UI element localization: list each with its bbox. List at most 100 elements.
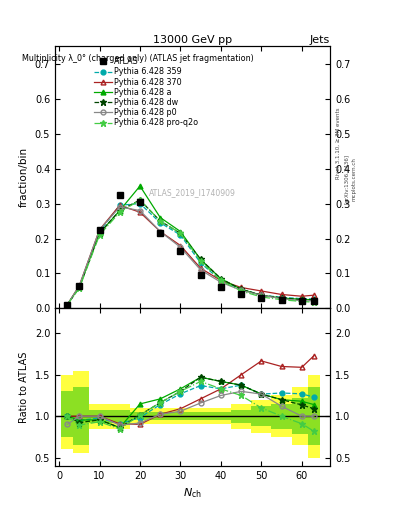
Legend: ATLAS, Pythia 6.428 359, Pythia 6.428 370, Pythia 6.428 a, Pythia 6.428 dw, Pyth: ATLAS, Pythia 6.428 359, Pythia 6.428 37… — [91, 54, 202, 131]
Pythia 6.428 359 — [219, 278, 223, 284]
Pythia 6.428 a — [299, 296, 304, 303]
Pythia 6.428 359 — [118, 202, 122, 208]
Pythia 6.428 p0 — [219, 279, 223, 285]
X-axis label: $N_{\rm{ch}}$: $N_{\rm{ch}}$ — [183, 486, 202, 500]
Pythia 6.428 370 — [97, 227, 102, 233]
Pythia 6.428 p0 — [138, 207, 142, 214]
ATLAS — [118, 191, 122, 198]
Pythia 6.428 359 — [158, 220, 163, 226]
ATLAS — [299, 297, 304, 304]
Text: mcplots.cern.ch: mcplots.cern.ch — [352, 157, 357, 201]
Pythia 6.428 dw — [198, 257, 203, 263]
Pythia 6.428 pro-q2o — [279, 296, 284, 303]
Pythia 6.428 p0 — [239, 287, 244, 293]
Pythia 6.428 a — [77, 284, 82, 290]
Pythia 6.428 a — [198, 257, 203, 263]
Line: Pythia 6.428 dw: Pythia 6.428 dw — [64, 197, 317, 308]
Pythia 6.428 370 — [279, 291, 284, 297]
Pythia 6.428 370 — [178, 242, 183, 248]
Pythia 6.428 p0 — [198, 267, 203, 273]
Text: Multiplicity λ_0° (charged only) (ATLAS jet fragmentation): Multiplicity λ_0° (charged only) (ATLAS … — [22, 54, 253, 63]
Pythia 6.428 dw — [259, 292, 264, 298]
ATLAS — [97, 227, 102, 233]
Pythia 6.428 dw — [65, 302, 70, 308]
Line: ATLAS: ATLAS — [64, 191, 318, 308]
Pythia 6.428 370 — [239, 284, 244, 290]
Pythia 6.428 dw — [97, 230, 102, 237]
Y-axis label: Ratio to ATLAS: Ratio to ATLAS — [19, 352, 29, 423]
Pythia 6.428 dw — [158, 218, 163, 224]
Pythia 6.428 p0 — [279, 295, 284, 302]
Pythia 6.428 a — [239, 286, 244, 292]
Pythia 6.428 359 — [259, 292, 264, 298]
ATLAS — [219, 284, 223, 290]
Pythia 6.428 359 — [198, 260, 203, 266]
Pythia 6.428 pro-q2o — [158, 218, 163, 224]
Line: Pythia 6.428 pro-q2o: Pythia 6.428 pro-q2o — [64, 197, 317, 308]
Pythia 6.428 a — [219, 275, 223, 282]
Pythia 6.428 dw — [219, 275, 223, 282]
Pythia 6.428 pro-q2o — [97, 232, 102, 238]
Pythia 6.428 pro-q2o — [198, 258, 203, 264]
Pythia 6.428 pro-q2o — [312, 299, 316, 305]
ATLAS — [138, 199, 142, 205]
Pythia 6.428 359 — [279, 294, 284, 301]
Line: Pythia 6.428 p0: Pythia 6.428 p0 — [65, 205, 316, 307]
Pythia 6.428 p0 — [118, 204, 122, 210]
ATLAS — [65, 302, 70, 308]
Pythia 6.428 pro-q2o — [259, 294, 264, 300]
Pythia 6.428 dw — [118, 207, 122, 214]
Pythia 6.428 370 — [158, 228, 163, 234]
ATLAS — [239, 291, 244, 297]
Text: [arXiv:1306.3436]: [arXiv:1306.3436] — [344, 154, 349, 204]
Pythia 6.428 370 — [312, 292, 316, 298]
Pythia 6.428 359 — [97, 228, 102, 234]
Pythia 6.428 p0 — [65, 302, 70, 308]
Pythia 6.428 pro-q2o — [178, 230, 183, 237]
Pythia 6.428 359 — [77, 284, 82, 290]
Pythia 6.428 pro-q2o — [219, 278, 223, 284]
Pythia 6.428 359 — [138, 200, 142, 206]
Pythia 6.428 p0 — [178, 244, 183, 250]
Pythia 6.428 a — [118, 207, 122, 214]
Pythia 6.428 a — [65, 302, 70, 308]
Pythia 6.428 359 — [312, 296, 316, 302]
Pythia 6.428 a — [158, 215, 163, 221]
Line: Pythia 6.428 359: Pythia 6.428 359 — [65, 201, 316, 307]
Pythia 6.428 p0 — [312, 297, 316, 304]
Pythia 6.428 370 — [138, 209, 142, 216]
Text: 13000 GeV pp: 13000 GeV pp — [153, 34, 232, 45]
Pythia 6.428 359 — [65, 302, 70, 308]
Pythia 6.428 a — [279, 295, 284, 301]
Pythia 6.428 p0 — [259, 292, 264, 298]
ATLAS — [198, 272, 203, 279]
Pythia 6.428 359 — [239, 286, 244, 292]
Pythia 6.428 359 — [178, 232, 183, 238]
Pythia 6.428 pro-q2o — [118, 209, 122, 216]
Pythia 6.428 a — [259, 292, 264, 298]
Text: Rivet 3.1.10, ≥ 3M events: Rivet 3.1.10, ≥ 3M events — [336, 108, 341, 179]
Pythia 6.428 359 — [299, 295, 304, 302]
Pythia 6.428 pro-q2o — [77, 285, 82, 291]
Pythia 6.428 a — [178, 228, 183, 234]
Pythia 6.428 370 — [65, 302, 70, 308]
Pythia 6.428 dw — [138, 197, 142, 203]
Text: ATLAS_2019_I1740909: ATLAS_2019_I1740909 — [149, 188, 236, 198]
Pythia 6.428 dw — [279, 295, 284, 301]
Text: Jets: Jets — [310, 34, 330, 45]
ATLAS — [158, 230, 163, 237]
Pythia 6.428 p0 — [97, 227, 102, 233]
Line: Pythia 6.428 370: Pythia 6.428 370 — [65, 203, 316, 307]
Pythia 6.428 dw — [239, 286, 244, 292]
Pythia 6.428 dw — [178, 230, 183, 237]
Pythia 6.428 a — [97, 230, 102, 237]
Y-axis label: fraction/bin: fraction/bin — [19, 147, 29, 207]
Pythia 6.428 p0 — [299, 297, 304, 304]
Pythia 6.428 p0 — [77, 283, 82, 289]
ATLAS — [259, 295, 264, 301]
Line: Pythia 6.428 a: Pythia 6.428 a — [65, 184, 316, 307]
Pythia 6.428 pro-q2o — [65, 302, 70, 308]
Pythia 6.428 370 — [219, 278, 223, 284]
Pythia 6.428 pro-q2o — [299, 298, 304, 305]
Pythia 6.428 dw — [299, 296, 304, 303]
